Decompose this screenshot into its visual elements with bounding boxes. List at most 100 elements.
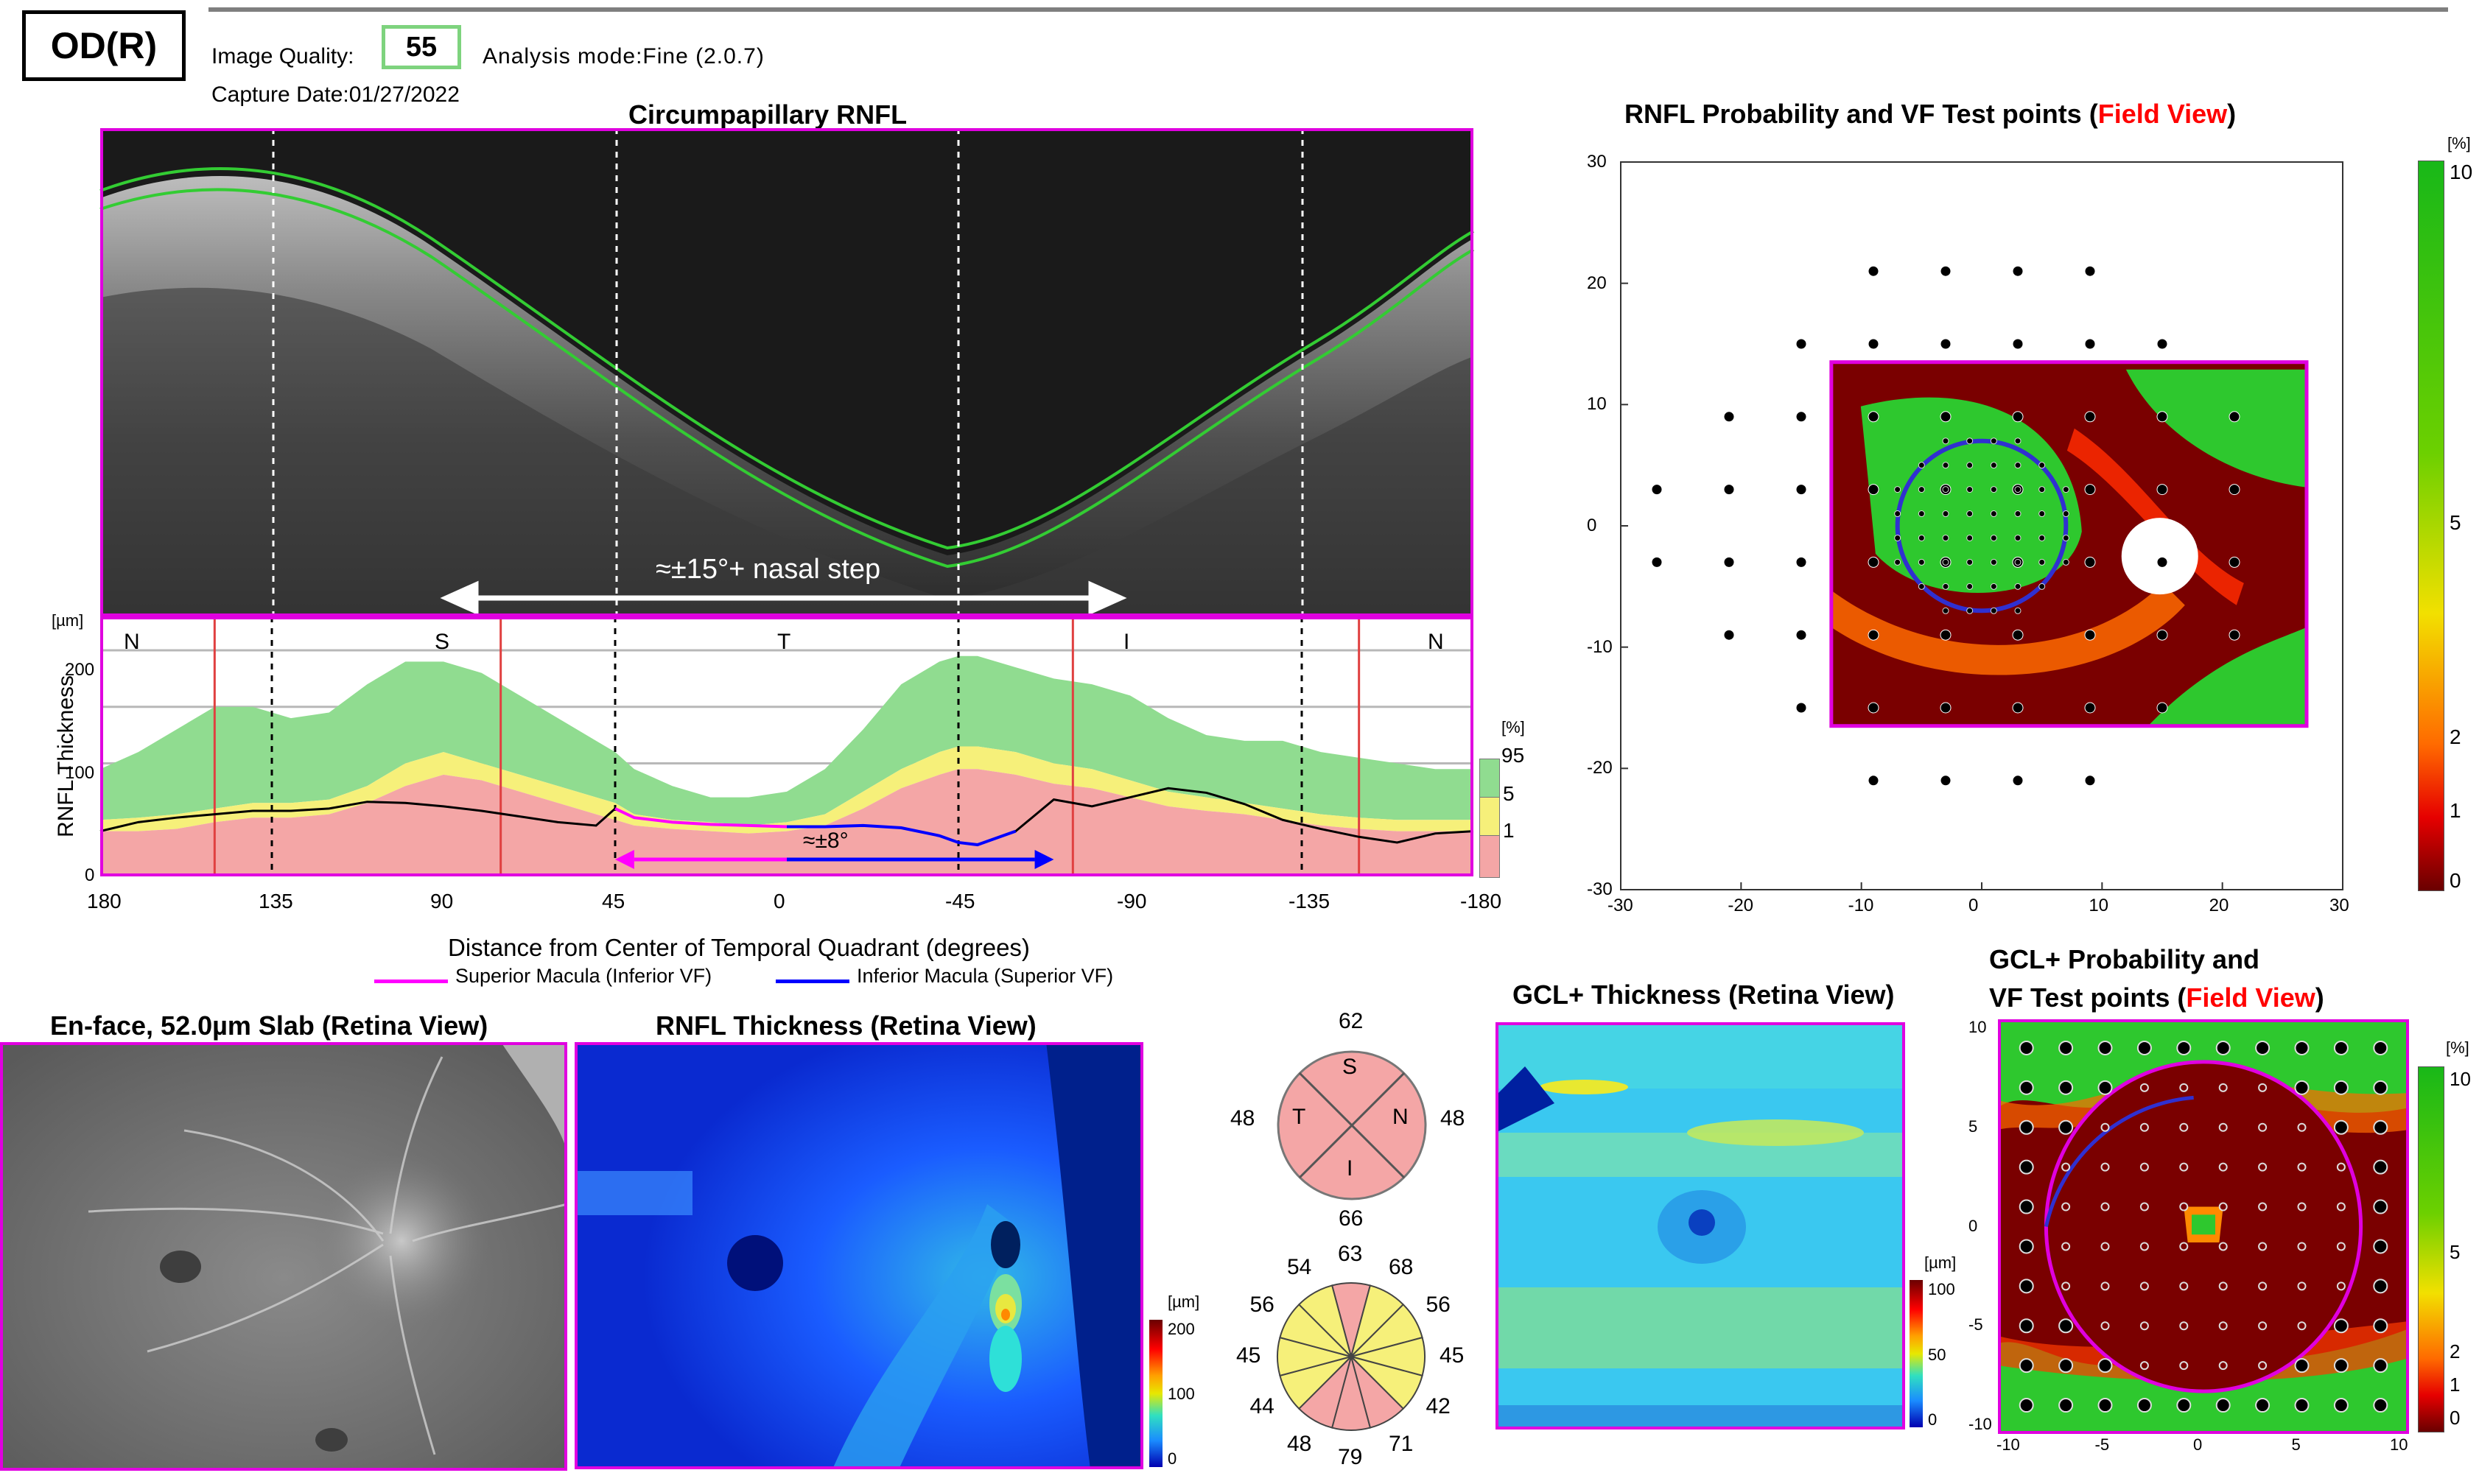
gcl-prob-title-line2: VF Test points (Field View)	[1989, 982, 2324, 1013]
gcl-vf-point	[2179, 1242, 2189, 1251]
clock-value: 63	[1338, 1242, 1363, 1266]
cprnfl-x-tick: 135	[259, 890, 293, 912]
field-x-tick: 10	[2089, 896, 2109, 915]
gcl-vf-point	[2061, 1281, 2071, 1291]
gcl-vf-point	[2019, 1040, 2034, 1055]
vf-10-2-point	[1966, 607, 1974, 614]
clock-value: 68	[1389, 1255, 1414, 1280]
gcl-vf-point	[2179, 1321, 2189, 1331]
gcl-vf-point	[2218, 1122, 2228, 1132]
vf-10-2-point	[2062, 558, 2069, 566]
clock-sector	[1297, 1284, 1353, 1360]
gcl-vf-point	[2136, 1040, 2152, 1055]
vf-test-point	[1723, 484, 1735, 496]
percent-tick: 5	[1503, 782, 1515, 805]
vf-test-point	[1795, 411, 1807, 423]
gcl-macula-ring	[2044, 1060, 2363, 1393]
field-x-tick: 20	[2209, 896, 2229, 915]
vf-test-point	[1868, 265, 1879, 277]
field-x-tick: 30	[2329, 896, 2349, 915]
rnfl-probability-map	[1829, 360, 2309, 728]
vf-10-2-point	[1966, 583, 1974, 590]
gcl-vf-point	[2179, 1281, 2189, 1291]
thickness-chart-frame	[100, 616, 1473, 876]
vf-10-2-point	[1990, 583, 1997, 590]
vf-test-point	[1723, 411, 1735, 423]
gcl-vf-point	[2297, 1281, 2307, 1291]
vf-10-2-point	[1966, 486, 1974, 493]
sector-label-i: I	[1123, 630, 1130, 654]
gcl-vf-point	[2019, 1239, 2034, 1254]
gcl-vf-point	[2294, 1080, 2310, 1095]
gcl-vf-point	[2255, 1398, 2271, 1413]
gcl-vf-point	[2061, 1202, 2071, 1212]
legend-magenta-line	[374, 980, 448, 983]
vf-10-2-point	[1918, 462, 1925, 469]
gcl-vf-point	[2179, 1083, 2189, 1092]
rnfl-thickness-scale-unit: [µm]	[1168, 1293, 1200, 1311]
cprnfl-x-tick: -180	[1460, 890, 1502, 912]
prob-map-green-3	[2147, 627, 2307, 726]
gcl-vf-point	[2218, 1162, 2228, 1172]
rnfl-prob-scale-tick: 1	[2450, 799, 2461, 822]
rnfl-thickness-scale-bar	[1149, 1320, 1163, 1467]
vf-test-point	[1795, 556, 1807, 568]
vf-10-2-point	[2062, 534, 2069, 541]
clock-value: 71	[1389, 1431, 1414, 1456]
gcl-vf-point	[2218, 1281, 2228, 1291]
gcl-vf-point	[2215, 1040, 2231, 1055]
vf-10-2-point	[1942, 486, 1949, 493]
analysis-mode: Analysis mode:Fine (2.0.7)	[483, 44, 765, 68]
image-quality-value: 55	[382, 25, 461, 69]
gcl-vf-point	[2373, 1318, 2388, 1334]
field-y-tick: 20	[1587, 272, 1607, 293]
gcl-vf-point	[2139, 1202, 2149, 1212]
vf-test-point	[1795, 629, 1807, 641]
vf-test-point	[1940, 265, 1952, 277]
vf-test-point	[1723, 556, 1735, 568]
gcl-scale-tick: 50	[1928, 1346, 1946, 1364]
gcl-vf-point	[2019, 1398, 2034, 1413]
percent-tick: 95	[1501, 744, 1525, 767]
gcl-vf-point	[2333, 1040, 2349, 1055]
gcl-vf-point	[2218, 1202, 2228, 1212]
gcl-vf-point	[2019, 1279, 2034, 1294]
gcl-x-tick: 10	[2390, 1435, 2408, 1454]
gcl-vf-point	[2258, 1242, 2268, 1251]
rnfl-thickness-map	[575, 1042, 1143, 1469]
image-quality-label: Image Quality:	[211, 44, 354, 68]
clock-hour-chart	[1277, 1282, 1426, 1431]
cprnfl-x-tick: 180	[87, 890, 122, 912]
header-rule	[208, 7, 2448, 12]
inferior-macula-line	[787, 823, 1017, 847]
vf-10-2-point	[1990, 437, 1997, 445]
gcl-thickness-title: GCL+ Thickness (Retina View)	[1512, 980, 1895, 1010]
gcl-probability-plot	[1998, 1019, 2409, 1434]
rnfl-prob-scale-tick: 0	[2450, 869, 2461, 892]
clock-value: 45	[1236, 1343, 1261, 1368]
vf-test-point	[2084, 556, 2096, 568]
field-x-tick: -30	[1607, 896, 1633, 915]
gcl-vf-point	[2097, 1080, 2113, 1095]
vf-10-2-point	[2038, 534, 2046, 541]
gcl-vf-point	[2019, 1080, 2034, 1095]
gcl-scale-tick: 100	[1928, 1280, 1955, 1298]
gcl-vf-point	[2176, 1398, 2192, 1413]
vf-test-point	[2012, 265, 2024, 277]
vf-10-2-point	[2038, 510, 2046, 518]
gcl-vf-point	[2258, 1202, 2268, 1212]
gcl-vf-point	[2176, 1040, 2192, 1055]
vf-10-2-point	[2014, 558, 2022, 566]
clock-value: 45	[1440, 1343, 1465, 1368]
percent-swatch-green	[1479, 759, 1500, 798]
gcl-vf-point	[2218, 1321, 2228, 1331]
rnfl-prob-title: RNFL Probability and VF Test points (Fie…	[1624, 99, 2237, 129]
vf-test-point	[2156, 338, 2168, 350]
gcl-vf-point	[2058, 1398, 2074, 1413]
gcl-vf-point	[2294, 1358, 2310, 1374]
gcl-vf-point	[2097, 1040, 2113, 1055]
vf-10-2-point	[1990, 462, 1997, 469]
gcl-prob-frame	[1998, 1019, 2409, 1434]
gcl-vf-point	[2333, 1119, 2349, 1135]
vf-test-point	[1868, 338, 1879, 350]
